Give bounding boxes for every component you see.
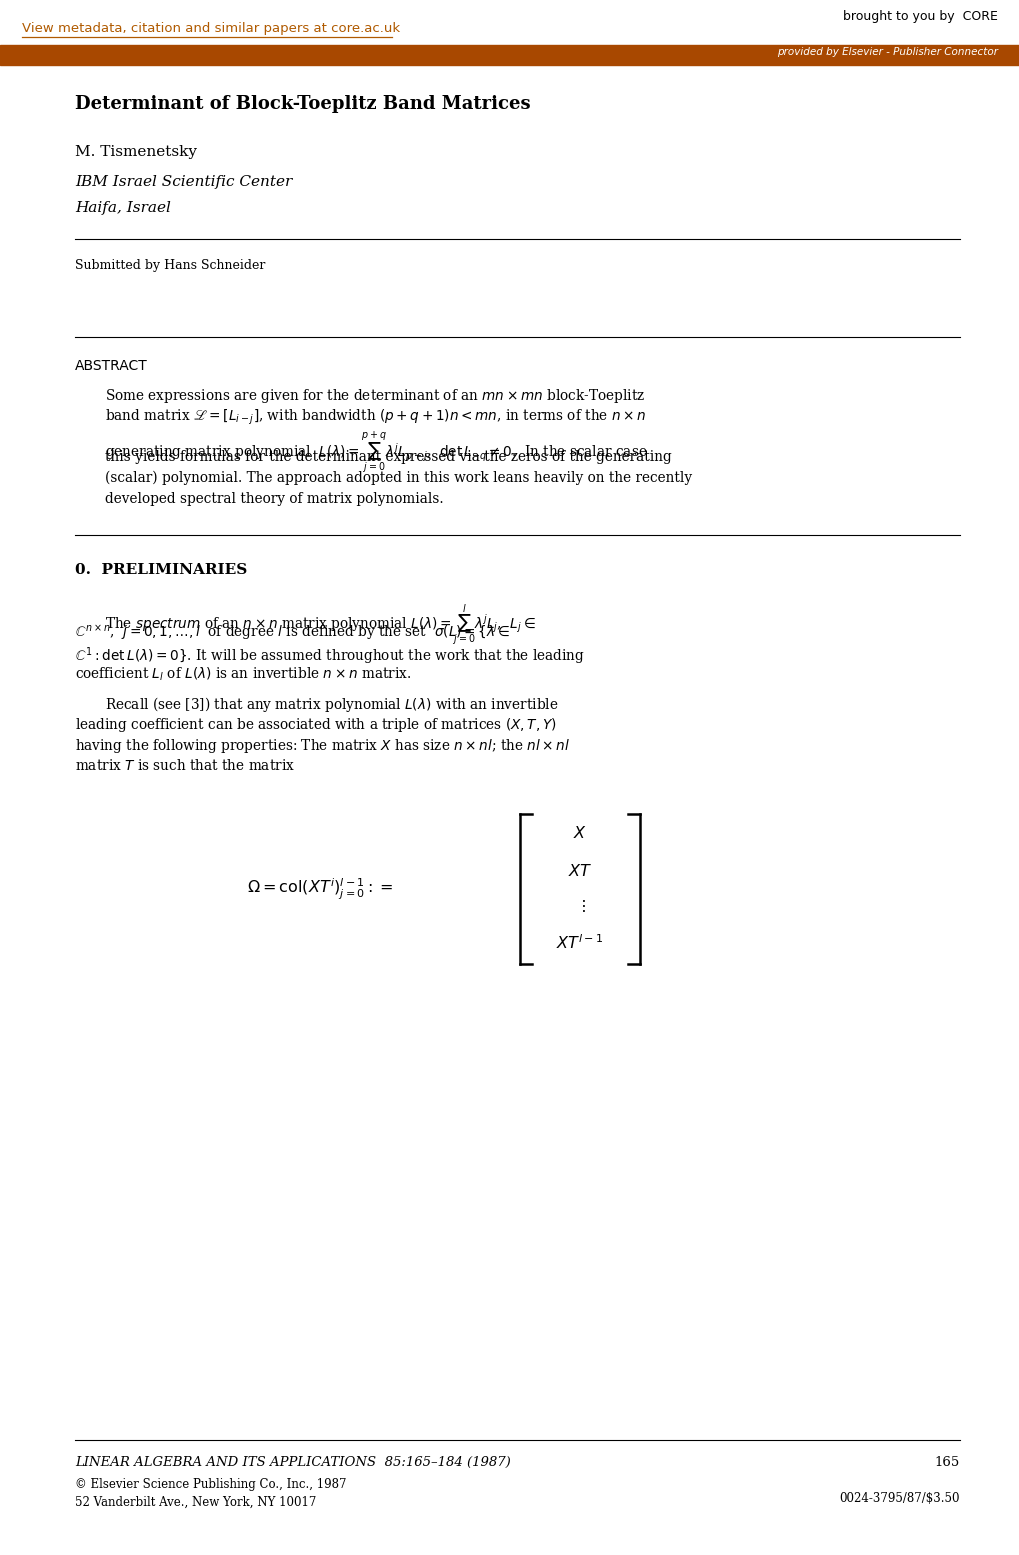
Text: The $\mathit{spectrum}$ of an $n \times n$ matrix polynomial $L(\lambda) = \sum_: The $\mathit{spectrum}$ of an $n \times … (105, 603, 535, 648)
Text: coefficient $L_l$ of $L(\lambda)$ is an invertible $n \times n$ matrix.: coefficient $L_l$ of $L(\lambda)$ is an … (75, 666, 411, 683)
Text: $XT^{l-1}$: $XT^{l-1}$ (555, 935, 603, 953)
Text: Recall (see [3]) that any matrix polynomial $L(\lambda)$ with an invertible: Recall (see [3]) that any matrix polynom… (105, 695, 558, 714)
Text: provided by Elsevier - Publisher Connector: provided by Elsevier - Publisher Connect… (776, 47, 997, 58)
Text: leading coefficient can be associated with a triple of matrices $(X, T, Y)$: leading coefficient can be associated wi… (75, 715, 556, 734)
Text: $\vdots$: $\vdots$ (574, 899, 585, 916)
Text: Determinant of Block-Toeplitz Band Matrices: Determinant of Block-Toeplitz Band Matri… (75, 95, 530, 114)
Text: M. Tismenetsky: M. Tismenetsky (75, 145, 197, 159)
Text: 0.  PRELIMINARIES: 0. PRELIMINARIES (75, 563, 247, 577)
Bar (0, 45, 1019, 65)
Text: ABSTRACT: ABSTRACT (75, 359, 148, 373)
Text: brought to you by  CORE: brought to you by CORE (843, 9, 997, 23)
Text: this yields formulas for the determinant expressed via the zeros of the generati: this yields formulas for the determinant… (105, 449, 672, 463)
Text: developed spectral theory of matrix polynomials.: developed spectral theory of matrix poly… (105, 491, 443, 505)
Text: © Elsevier Science Publishing Co., Inc., 1987: © Elsevier Science Publishing Co., Inc.,… (75, 1477, 346, 1491)
Text: (scalar) polynomial. The approach adopted in this work leans heavily on the rece: (scalar) polynomial. The approach adopte… (105, 471, 692, 485)
Text: generating matrix polynomial  $L(\lambda) = \sum_{j=0}^{p+q} \lambda^j L_{p-j}$,: generating matrix polynomial $L(\lambda)… (105, 429, 647, 476)
Text: $\mathbb{C}^{n \times n}$,  $j = 0, 1, \ldots, l$  of degree $l$ is defined by t: $\mathbb{C}^{n \times n}$, $j = 0, 1, \l… (75, 624, 510, 644)
Text: View metadata, citation and similar papers at core.ac.uk: View metadata, citation and similar pape… (22, 22, 399, 36)
Text: $\Omega = \mathrm{col}(XT^i)_{j=0}^{l-1} :=$: $\Omega = \mathrm{col}(XT^i)_{j=0}^{l-1}… (247, 877, 392, 902)
Text: 165: 165 (933, 1455, 959, 1469)
Text: 52 Vanderbilt Ave., New York, NY 10017: 52 Vanderbilt Ave., New York, NY 10017 (75, 1496, 316, 1508)
Text: $\mathbb{C}^1 : \det L(\lambda) = 0\}$. It will be assumed throughout the work t: $\mathbb{C}^1 : \det L(\lambda) = 0\}$. … (75, 645, 584, 667)
Text: LINEAR ALGEBRA AND ITS APPLICATIONS  85:165–184 (1987): LINEAR ALGEBRA AND ITS APPLICATIONS 85:1… (75, 1455, 511, 1469)
Text: matrix $T$ is such that the matrix: matrix $T$ is such that the matrix (75, 757, 294, 773)
Text: Some expressions are given for the determinant of an $mn \times mn$ block-Toepli: Some expressions are given for the deter… (105, 387, 645, 404)
Text: $XT$: $XT$ (568, 863, 592, 880)
Text: Submitted by Hans Schneider: Submitted by Hans Schneider (75, 260, 265, 272)
Text: 0024-3795/87/$3.50: 0024-3795/87/$3.50 (839, 1491, 959, 1505)
Text: band matrix $\mathscr{L} = [L_{i-j}]$, with bandwidth $(p + q + 1)n < mn$, in te: band matrix $\mathscr{L} = [L_{i-j}]$, w… (105, 407, 646, 428)
Text: Haifa, Israel: Haifa, Israel (75, 201, 171, 215)
Text: having the following properties: The matrix $X$ has size $n \times nl$; the $nl : having the following properties: The mat… (75, 737, 570, 756)
Text: $X$: $X$ (573, 826, 586, 843)
Text: IBM Israel Scientific Center: IBM Israel Scientific Center (75, 176, 292, 190)
